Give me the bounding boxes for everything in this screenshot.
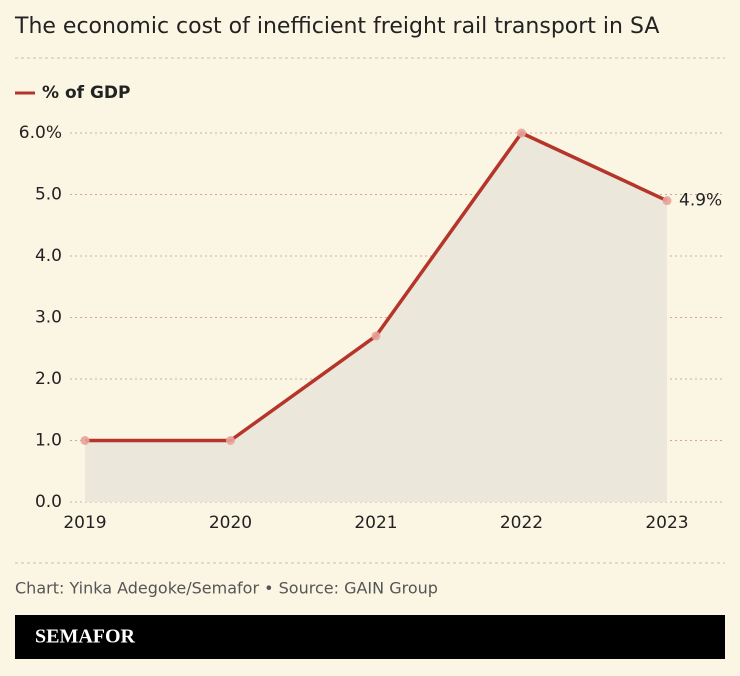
y-tick-label: 0.0: [35, 492, 62, 512]
x-tick-label: 2023: [645, 513, 688, 533]
y-tick-label: 5.0: [35, 185, 62, 205]
brand: SEMAFOR: [35, 626, 136, 648]
legend-label: % of GDP: [42, 83, 130, 103]
point: [662, 196, 672, 206]
x-tick-label: 2022: [500, 513, 543, 533]
point: [226, 436, 235, 445]
y-tick-label: 2.0: [35, 369, 62, 389]
y-tick-label: 6.0%: [19, 123, 62, 143]
point: [517, 128, 526, 138]
x-tick-label: 2019: [63, 513, 106, 533]
y-tick-label: 4.0: [35, 246, 62, 266]
point: [80, 436, 90, 445]
value-label: 4.9%: [679, 191, 722, 211]
area: [85, 133, 667, 502]
x-tick-label: 2021: [354, 513, 397, 533]
source: Chart: Yinka Adegoke/Semafor • Source: G…: [15, 579, 438, 598]
y-tick-label: 3.0: [35, 308, 62, 328]
x-tick-label: 2020: [209, 513, 252, 533]
y-tick-label: 1.0: [35, 431, 62, 451]
point: [371, 331, 381, 341]
chart-title: The economic cost of inefficient freight…: [14, 14, 659, 39]
brand-bar: [15, 615, 725, 659]
